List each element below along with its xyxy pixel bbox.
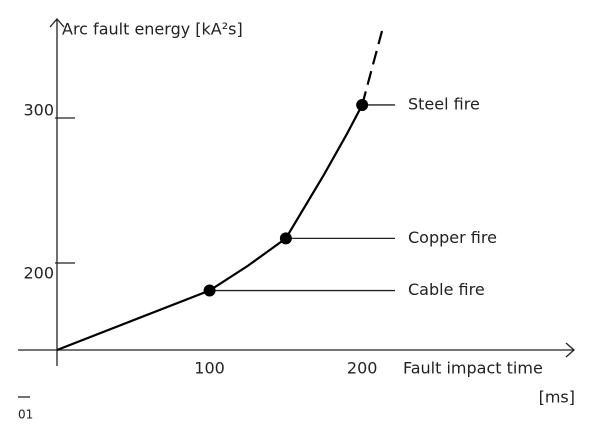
y-tick-label: 300 bbox=[23, 101, 54, 120]
x-tick-label: 100 bbox=[194, 359, 225, 378]
y-axis-arrow bbox=[49, 18, 65, 28]
x-axis-label: Fault impact time bbox=[403, 359, 543, 378]
annotation-label: Steel fire bbox=[408, 94, 480, 113]
annotation-label: Copper fire bbox=[408, 228, 497, 247]
point bbox=[203, 284, 216, 297]
y-axis-label: Arc fault energy [kA²s] bbox=[62, 20, 243, 39]
footnote: 01 bbox=[18, 408, 33, 422]
annotation-label: Cable fire bbox=[408, 280, 485, 299]
point bbox=[279, 232, 292, 245]
y-tick-label: 200 bbox=[23, 264, 54, 283]
x-tick-label: 200 bbox=[347, 359, 378, 378]
x-axis-arrow bbox=[565, 342, 575, 358]
x-axis-unit: [ms] bbox=[539, 388, 575, 407]
curve bbox=[56, 104, 364, 352]
point bbox=[356, 98, 369, 111]
curve bbox=[361, 30, 384, 106]
